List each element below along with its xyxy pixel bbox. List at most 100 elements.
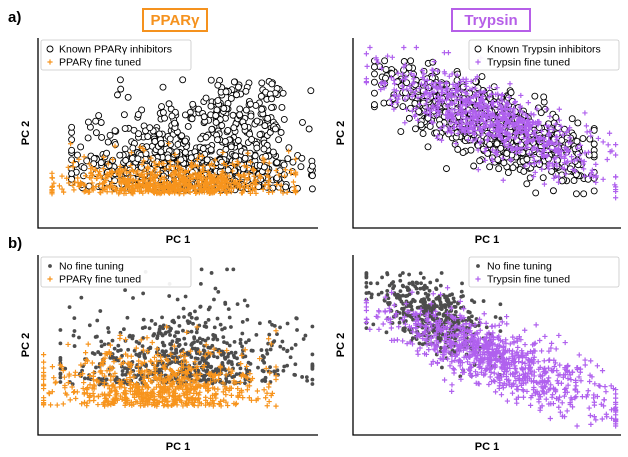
data-point xyxy=(221,106,227,112)
data-point xyxy=(150,340,155,345)
data-point xyxy=(68,305,72,309)
data-point xyxy=(225,268,229,272)
data-point xyxy=(215,82,221,88)
data-point xyxy=(420,318,424,322)
data-point xyxy=(69,124,75,130)
data-point xyxy=(477,158,483,164)
data-point xyxy=(479,74,485,80)
data-point xyxy=(482,299,486,303)
data-point xyxy=(137,354,141,358)
data-point xyxy=(580,136,586,142)
data-point xyxy=(117,152,123,158)
data-point xyxy=(281,369,285,373)
data-point xyxy=(62,375,67,380)
data-point xyxy=(526,100,531,105)
data-point xyxy=(49,175,54,180)
data-point xyxy=(260,348,264,352)
data-point xyxy=(59,328,63,332)
data-point xyxy=(433,130,439,136)
data-point xyxy=(150,319,154,323)
data-point xyxy=(186,319,190,323)
data-point xyxy=(145,134,151,140)
data-point xyxy=(94,366,98,370)
data-point xyxy=(78,144,84,150)
data-point xyxy=(371,79,377,85)
data-point xyxy=(289,355,293,359)
data-point xyxy=(265,115,271,121)
data-point xyxy=(169,327,173,331)
data-point xyxy=(613,195,618,200)
column-title-ppar-text: PPARγ xyxy=(151,12,201,29)
row-label-a: a) xyxy=(8,9,21,26)
data-point xyxy=(461,294,465,298)
data-point xyxy=(90,360,95,365)
data-point xyxy=(569,154,574,159)
data-point xyxy=(184,342,188,346)
data-point xyxy=(532,93,538,99)
data-point xyxy=(269,96,275,102)
data-point xyxy=(391,286,395,290)
data-point xyxy=(159,104,165,110)
data-point xyxy=(524,181,530,187)
data-point xyxy=(225,127,231,133)
series-1 xyxy=(41,324,279,408)
data-point xyxy=(73,329,77,333)
data-point xyxy=(367,45,372,50)
data-point xyxy=(59,373,63,377)
data-point xyxy=(107,132,113,138)
data-point xyxy=(282,347,286,351)
data-point xyxy=(192,340,196,344)
data-point xyxy=(85,119,91,125)
legend-entry-label: Trypsin fine tuned xyxy=(487,57,570,69)
data-point xyxy=(182,149,188,155)
data-point xyxy=(239,338,243,342)
data-point xyxy=(125,94,131,100)
data-point xyxy=(443,166,449,172)
data-point xyxy=(508,90,514,96)
data-point xyxy=(59,342,63,346)
data-point xyxy=(371,322,375,326)
data-point xyxy=(199,341,203,345)
data-point xyxy=(230,351,234,355)
data-point xyxy=(518,93,523,98)
data-point xyxy=(196,339,200,343)
data-point xyxy=(613,142,618,147)
panel-a-left: PC 1PC 2Known PPARγ inhibitorsPPARγ fine… xyxy=(20,38,318,246)
data-point xyxy=(130,337,134,341)
data-point xyxy=(95,335,99,339)
data-point xyxy=(437,122,443,128)
data-point xyxy=(428,281,432,285)
data-point xyxy=(144,335,149,340)
data-point xyxy=(175,338,179,342)
data-point xyxy=(427,123,433,129)
data-point xyxy=(256,366,260,370)
data-point xyxy=(505,170,511,176)
data-point xyxy=(213,325,217,329)
data-point xyxy=(93,352,97,356)
data-point xyxy=(434,286,438,290)
data-point xyxy=(531,112,536,117)
plot-area xyxy=(49,77,315,197)
data-point xyxy=(75,175,80,180)
data-point xyxy=(265,352,269,356)
data-point xyxy=(215,98,221,104)
data-point xyxy=(126,348,130,352)
data-point xyxy=(74,152,80,158)
data-point xyxy=(166,101,172,107)
data-point xyxy=(365,285,369,289)
data-point xyxy=(407,273,411,277)
data-point xyxy=(582,110,587,115)
data-point xyxy=(141,344,145,348)
data-point xyxy=(172,120,178,126)
data-point xyxy=(209,126,215,132)
data-point xyxy=(131,296,135,300)
data-point xyxy=(255,388,260,393)
data-point xyxy=(270,323,274,327)
data-point xyxy=(575,120,581,126)
data-point xyxy=(55,402,60,407)
data-point xyxy=(88,323,92,327)
data-point xyxy=(591,127,597,133)
data-point xyxy=(214,367,218,371)
data-point xyxy=(142,318,146,322)
column-title-trypsin: Trypsin xyxy=(452,9,530,31)
